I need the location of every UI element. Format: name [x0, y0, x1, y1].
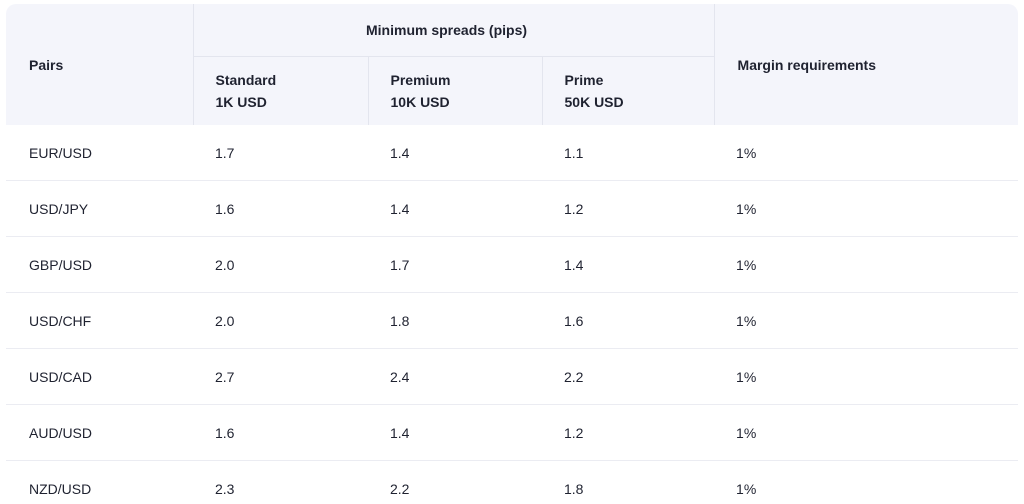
cell-pair: NZD/USD	[6, 460, 193, 500]
cell-margin: 1%	[736, 144, 757, 161]
spreads-table-container: Pairs Minimum spreads (pips) Margin requ…	[6, 4, 1018, 500]
cell-premium: 1.8	[368, 292, 542, 349]
cell-premium: 1.4	[368, 180, 542, 237]
cell-standard: 2.7	[193, 348, 368, 405]
cell-premium: 1.4	[390, 144, 410, 161]
header-pairs: Pairs	[6, 4, 193, 125]
header-minimum-spreads: Minimum spreads (pips)	[192, 4, 715, 57]
spreads-table: Pairs Minimum spreads (pips) Margin requ…	[6, 4, 1018, 500]
cell-margin: 1%	[714, 292, 1018, 349]
cell-pair: GBP/USD	[6, 236, 193, 293]
header-margin-requirements: Margin requirements	[714, 4, 1018, 125]
header-row-group: Pairs Minimum spreads (pips) Margin requ…	[6, 4, 1018, 125]
cell-pair: EUR/USD	[29, 144, 93, 161]
cell-premium: 1.7	[368, 236, 542, 293]
cell-standard: 2.0	[193, 236, 368, 293]
table-row: AUD/USD 1.6 1.4 1.2 1%	[6, 404, 1018, 461]
cell-premium: 1.4	[368, 404, 542, 461]
cell-margin: 1%	[714, 348, 1018, 405]
cell-premium: 2.2	[368, 460, 542, 500]
header-standard: Standard 1K USD	[192, 56, 368, 125]
cell-standard: 2.3	[193, 460, 368, 500]
header-standard-deposit: 1K USD	[215, 94, 267, 110]
cell-pair: USD/JPY	[6, 180, 193, 237]
header-standard-name: Standard	[215, 72, 277, 88]
cell-prime: 1.6	[542, 292, 715, 349]
table-row: EUR/USD 1.7 1.4 1.1 1%	[6, 125, 1018, 181]
header-prime-name: Prime	[564, 72, 604, 88]
header-premium-name: Premium	[390, 72, 451, 88]
cell-margin: 1%	[714, 404, 1018, 461]
table-header: Pairs Minimum spreads (pips) Margin requ…	[6, 4, 1018, 125]
header-premium: Premium 10K USD	[367, 56, 542, 125]
cell-prime: 1.2	[542, 404, 715, 461]
cell-pair: AUD/USD	[6, 404, 193, 461]
table-row: GBP/USD 2.0 1.7 1.4 1%	[6, 236, 1018, 293]
cell-standard: 1.6	[193, 404, 368, 461]
cell-standard: 1.7	[215, 144, 235, 161]
table-row: USD/CHF 2.0 1.8 1.6 1%	[6, 292, 1018, 349]
cell-margin: 1%	[714, 236, 1018, 293]
header-prime-deposit: 50K USD	[564, 94, 624, 110]
header-minimum-spreads-label: Minimum spreads (pips)	[366, 22, 528, 38]
header-prime: Prime 50K USD	[541, 56, 715, 125]
header-premium-deposit: 10K USD	[390, 94, 450, 110]
header-row-accounts: Standard 1K USD Premium 10K USD Prime 50…	[6, 56, 1018, 125]
cell-standard: 2.0	[193, 292, 368, 349]
cell-premium: 2.4	[368, 348, 542, 405]
table-row: USD/CAD 2.7 2.4 2.2 1%	[6, 348, 1018, 405]
cell-standard: 1.6	[193, 180, 368, 237]
cell-pair: USD/CHF	[6, 292, 193, 349]
cell-prime: 1.1	[564, 144, 584, 161]
cell-pair: USD/CAD	[6, 348, 193, 405]
cell-prime: 1.2	[542, 180, 715, 237]
cell-prime: 1.8	[542, 460, 715, 500]
cell-prime: 1.4	[542, 236, 715, 293]
cell-prime: 2.2	[542, 348, 715, 405]
table-row: NZD/USD 2.3 2.2 1.8 1%	[6, 460, 1018, 500]
cell-margin: 1%	[714, 180, 1018, 237]
table-row: USD/JPY 1.6 1.4 1.2 1%	[6, 180, 1018, 237]
table-body: EUR/USD 1.7 1.4 1.1 1% USD/JPY 1.6 1.4 1…	[6, 125, 1018, 500]
cell-margin: 1%	[714, 460, 1018, 500]
